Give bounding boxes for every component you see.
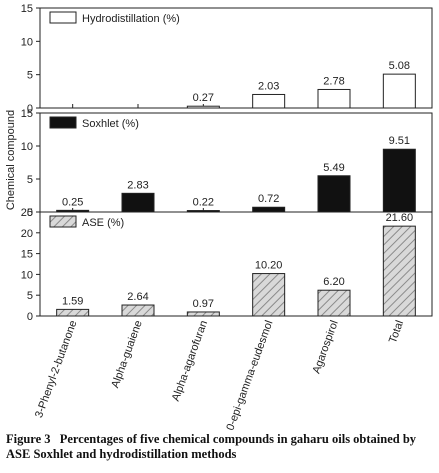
panel-frame xyxy=(39,7,433,109)
bar-1-5 xyxy=(317,88,351,109)
x-tick-label: 3-Phenyl-2-butanone xyxy=(33,319,79,420)
bar-2-4 xyxy=(252,206,286,213)
bar-3-4 xyxy=(252,273,286,317)
bar-2-2 xyxy=(121,192,155,213)
data-label: 9.51 xyxy=(389,135,410,147)
data-label: 0.72 xyxy=(258,193,279,205)
data-label: 2.78 xyxy=(323,75,344,87)
y-tick-label: 10 xyxy=(21,36,33,48)
data-label: 0.25 xyxy=(62,196,83,208)
data-label: 0.27 xyxy=(193,92,214,104)
legend-swatch xyxy=(49,215,77,228)
y-tick-label: 5 xyxy=(27,290,33,302)
y-tick-label: 0 xyxy=(27,103,33,115)
data-label: 1.59 xyxy=(62,295,83,307)
panel-1: 0 5 10 15 0.27 2.03 2.78 5.08 Hydrodistillation … xyxy=(21,3,433,115)
bar-1-4 xyxy=(252,93,286,109)
y-tick-label: 10 xyxy=(21,269,33,281)
bar-3-5 xyxy=(317,289,351,317)
y-tick-label: 15 xyxy=(21,249,33,261)
x-tick-label: 10-epi-gamma-eudesmol xyxy=(222,319,275,430)
y-tick-label: 15 xyxy=(21,108,33,120)
y-tick-label: 0 xyxy=(27,311,33,323)
figure-caption: Figure 3 Percentages of five chemical co… xyxy=(6,432,436,462)
data-label: 2.83 xyxy=(127,179,148,191)
bar-3-3 xyxy=(186,311,220,317)
x-tick-label: Agarospirol xyxy=(311,319,341,375)
data-label: 0.22 xyxy=(193,197,214,209)
bar-3-1 xyxy=(56,308,90,317)
legend-label: ASE (%) xyxy=(82,217,124,229)
data-label: 6.20 xyxy=(323,276,344,288)
data-label: 5.49 xyxy=(323,162,344,174)
y-tick-label: 25 xyxy=(21,207,33,219)
data-label: 21.60 xyxy=(386,212,414,224)
chart-figure: Chemical compound 0 5 10 15 0.27 2.03 2.78 5.08… xyxy=(5,3,433,430)
y-tick-label: 5 xyxy=(27,70,33,82)
bar-1-6 xyxy=(382,73,416,109)
panel-3: 0 5 10 15 20 25 1.59 2.64 0.97 10.20 6.20 21.60 ASE … xyxy=(21,207,433,323)
y-tick-label: 0 xyxy=(27,207,33,219)
bar-3-6 xyxy=(382,225,416,317)
legend-swatch xyxy=(49,116,77,129)
bar-2-6 xyxy=(382,148,416,213)
caption-text: Percentages of five chemical compounds i… xyxy=(6,432,417,461)
legend-label: Hydrodistillation (%) xyxy=(82,13,180,25)
data-label: 0.97 xyxy=(193,298,214,310)
bar-3-2 xyxy=(121,304,155,317)
data-label: 10.20 xyxy=(255,260,283,272)
y-axis-label: Chemical compound xyxy=(5,110,17,210)
x-tick-label: Alpha-guaiene xyxy=(109,319,145,390)
y-tick-label: 5 xyxy=(27,174,33,186)
y-tick-label: 20 xyxy=(21,228,33,240)
x-tick-label: Alpha-agarofuran xyxy=(170,319,210,403)
y-tick-label: 15 xyxy=(21,3,33,15)
panel-frame xyxy=(39,211,433,317)
panel-2: 0 5 10 15 0.25 2.83 0.22 0.72 5.49 9.51 Soxhlet (%… xyxy=(21,108,433,219)
legend-swatch xyxy=(49,11,77,24)
data-label: 2.03 xyxy=(258,80,279,92)
bar-1-3 xyxy=(186,105,220,109)
y-tick-label: 10 xyxy=(21,141,33,153)
legend-label: Soxhlet (%) xyxy=(82,118,139,130)
data-label: 2.64 xyxy=(127,291,148,303)
x-tick-label: Total xyxy=(387,319,406,345)
caption-figure-number: Figure 3 xyxy=(6,432,51,446)
bar-2-5 xyxy=(317,175,351,213)
data-label: 5.08 xyxy=(389,60,410,72)
